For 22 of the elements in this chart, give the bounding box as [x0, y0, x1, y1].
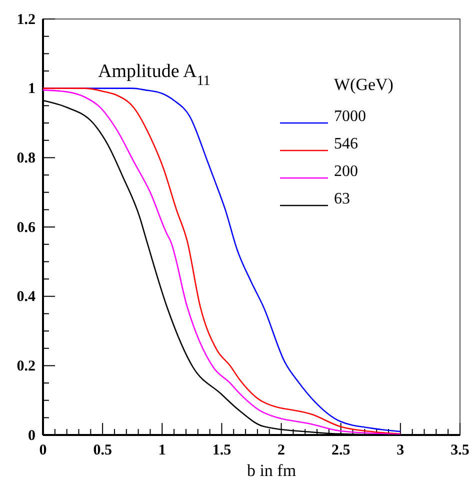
y-tick-label: 0.2	[16, 358, 36, 374]
x-tick-label: 1	[158, 442, 166, 458]
x-tick-label: 0	[39, 442, 47, 458]
x-tick-label: 2	[278, 442, 286, 458]
x-tick-label: 0.5	[93, 442, 112, 458]
legend-label: 200	[334, 163, 358, 180]
y-tick-label: 0.4	[16, 289, 36, 306]
x-tick-label: 1.5	[212, 442, 232, 458]
x-axis-title: b in fm	[246, 461, 296, 480]
y-tick-label: 1.2	[16, 12, 36, 28]
y-tick-label: 0.8	[16, 150, 36, 166]
legend-label: 63	[334, 190, 350, 208]
legend-label: 546	[334, 136, 358, 152]
x-tick-label: 3	[396, 442, 404, 458]
y-tick-label: 1	[28, 81, 36, 98]
x-tick-label: 3.5	[450, 442, 470, 458]
legend-label: 7000	[334, 108, 366, 125]
y-tick-label: 0	[28, 428, 36, 444]
text: Amplitude A$_{11}$	[98, 61, 210, 89]
legend-title: W(GeV)	[334, 75, 394, 94]
y-tick-label: 0.6	[16, 220, 36, 236]
x-tick-label: 2.5	[331, 442, 350, 458]
